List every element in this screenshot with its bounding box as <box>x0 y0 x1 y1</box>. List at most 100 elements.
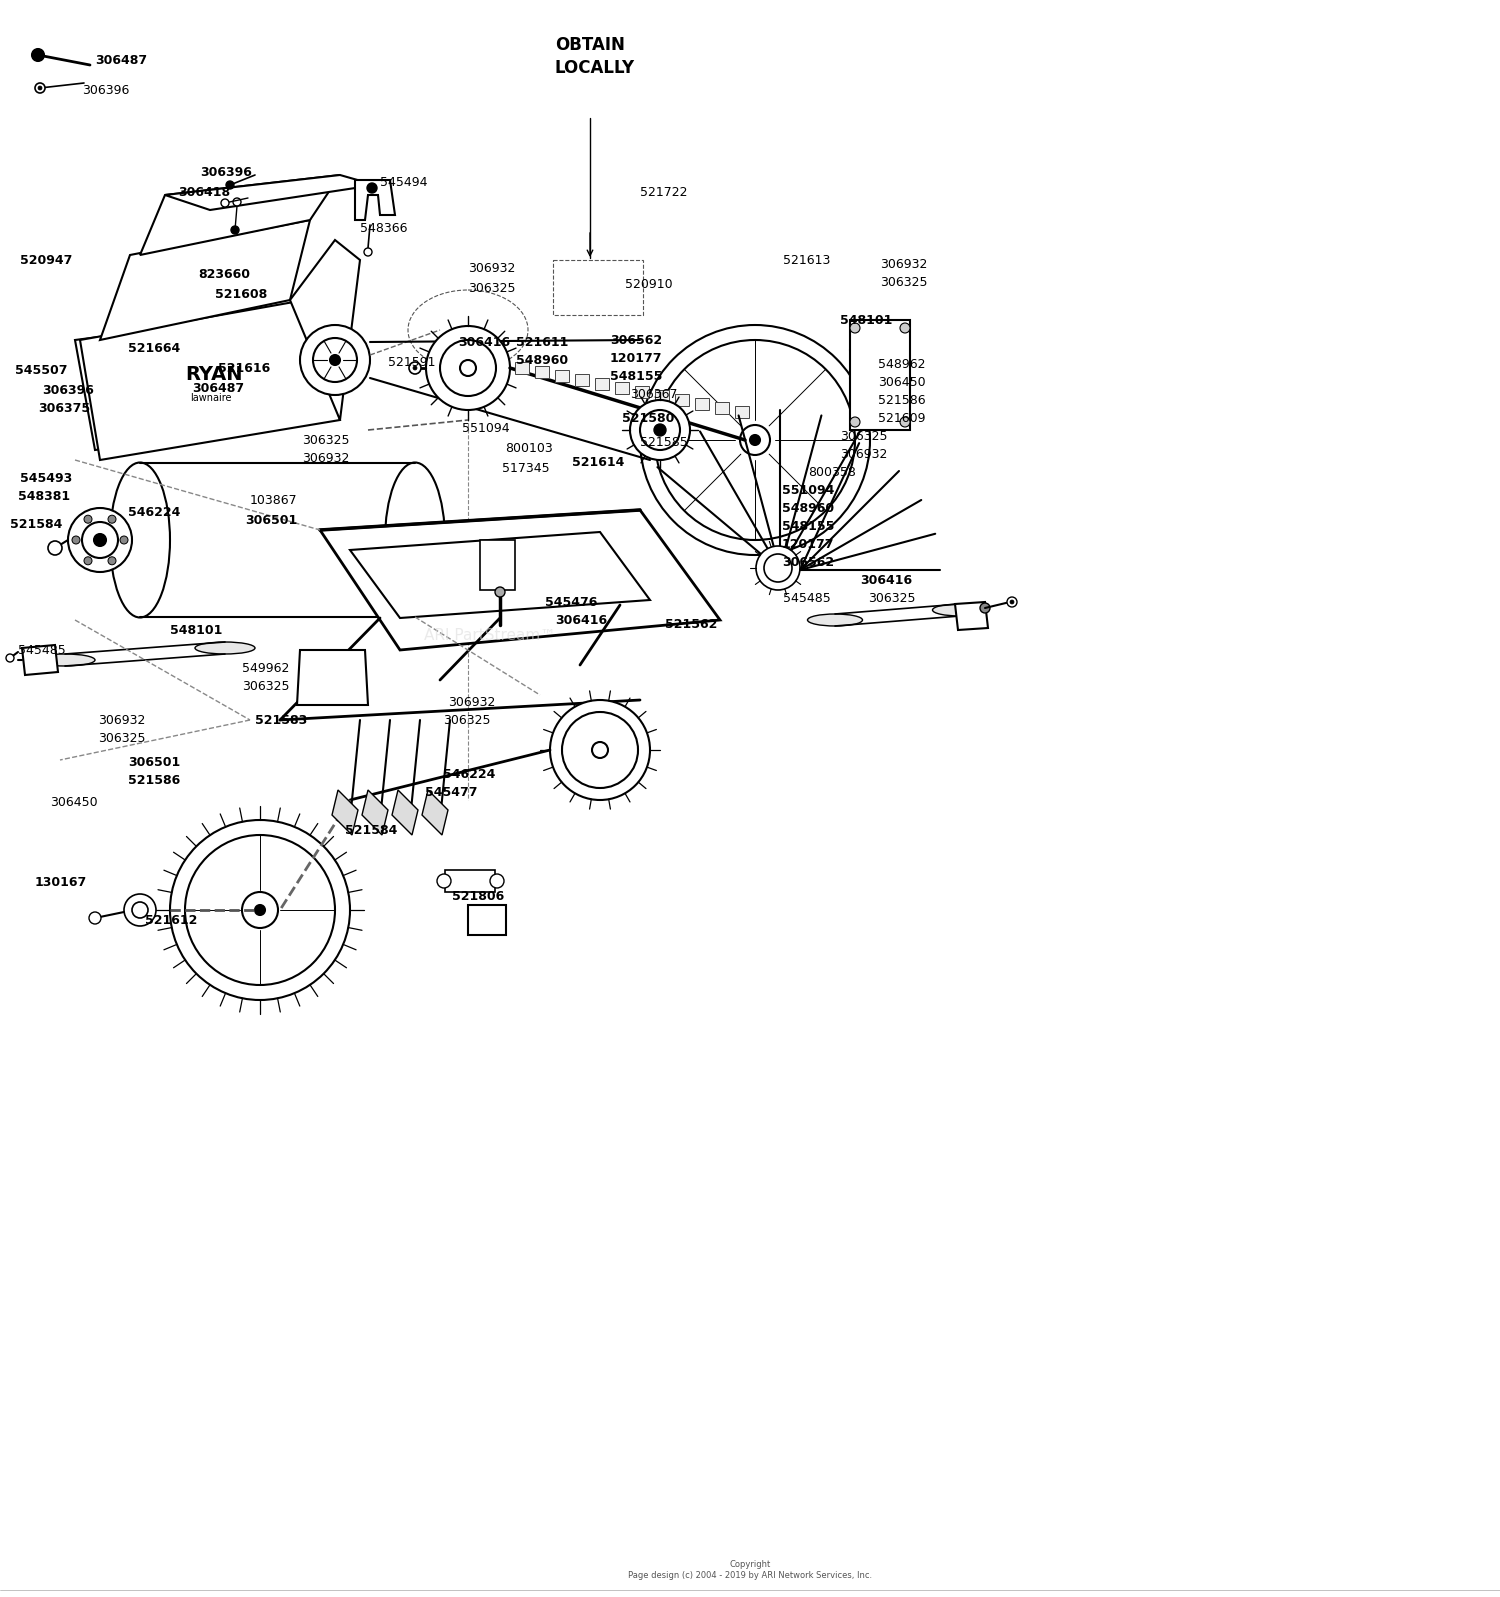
Circle shape <box>68 508 132 572</box>
Polygon shape <box>356 180 395 220</box>
Text: lawnaire: lawnaire <box>190 393 231 402</box>
Text: 520947: 520947 <box>20 254 72 267</box>
Circle shape <box>850 323 859 334</box>
Circle shape <box>48 541 62 556</box>
Text: 548962: 548962 <box>878 358 926 372</box>
Circle shape <box>440 340 497 396</box>
Circle shape <box>232 198 242 206</box>
Text: 306501: 306501 <box>128 755 180 768</box>
Text: 545485: 545485 <box>18 644 66 656</box>
Text: ARI PartStream™: ARI PartStream™ <box>424 628 555 642</box>
Circle shape <box>452 535 462 545</box>
Text: 306562: 306562 <box>782 556 834 569</box>
Bar <box>694 398 709 410</box>
Bar <box>716 402 729 414</box>
Text: 120177: 120177 <box>610 351 663 364</box>
Circle shape <box>308 653 352 696</box>
Circle shape <box>490 874 504 888</box>
Text: 306932: 306932 <box>98 714 146 727</box>
Circle shape <box>124 894 156 926</box>
Circle shape <box>460 359 476 375</box>
Text: 521611: 521611 <box>516 335 568 348</box>
Text: 800358: 800358 <box>808 465 856 479</box>
Circle shape <box>870 371 886 386</box>
Ellipse shape <box>386 463 446 618</box>
Text: 551094: 551094 <box>462 422 510 434</box>
Circle shape <box>859 332 895 367</box>
Text: 306487: 306487 <box>94 54 147 67</box>
Ellipse shape <box>195 642 255 655</box>
Circle shape <box>850 350 906 406</box>
Circle shape <box>242 893 278 928</box>
Circle shape <box>184 835 334 985</box>
Polygon shape <box>22 645 58 676</box>
Bar <box>480 540 514 589</box>
Text: 306325: 306325 <box>98 731 146 744</box>
Circle shape <box>226 180 234 188</box>
Text: 548155: 548155 <box>782 519 834 532</box>
Text: 306396: 306396 <box>42 383 94 396</box>
Text: 306450: 306450 <box>878 377 926 390</box>
Text: 549962: 549962 <box>242 661 290 674</box>
Circle shape <box>368 184 376 193</box>
Circle shape <box>318 663 342 687</box>
Text: 521586: 521586 <box>128 773 180 786</box>
Circle shape <box>859 359 895 396</box>
Text: 545477: 545477 <box>424 786 477 800</box>
Circle shape <box>850 417 859 426</box>
Polygon shape <box>422 791 448 835</box>
Text: 306375: 306375 <box>38 401 90 415</box>
Circle shape <box>900 323 910 334</box>
Circle shape <box>640 410 680 450</box>
Polygon shape <box>297 650 368 704</box>
Polygon shape <box>75 310 334 450</box>
Bar <box>574 374 590 386</box>
Bar <box>615 382 628 394</box>
Text: 521722: 521722 <box>640 187 687 200</box>
Polygon shape <box>140 176 340 256</box>
Circle shape <box>364 248 372 256</box>
Circle shape <box>562 712 638 787</box>
Circle shape <box>870 342 886 358</box>
Text: 306487: 306487 <box>192 382 244 394</box>
Text: 306396: 306396 <box>200 166 252 179</box>
Text: 306325: 306325 <box>840 431 888 444</box>
Circle shape <box>426 326 510 410</box>
Text: 306396: 306396 <box>82 83 129 96</box>
Text: 548101: 548101 <box>170 623 222 637</box>
Polygon shape <box>290 240 360 420</box>
Ellipse shape <box>110 463 170 618</box>
Circle shape <box>756 546 800 589</box>
Text: 103867: 103867 <box>251 493 297 506</box>
Circle shape <box>495 588 506 597</box>
Circle shape <box>220 200 230 208</box>
Circle shape <box>750 434 760 446</box>
Text: 521580: 521580 <box>622 412 675 425</box>
Polygon shape <box>100 220 310 340</box>
Polygon shape <box>332 791 358 835</box>
Text: 120177: 120177 <box>782 538 834 551</box>
Text: 548155: 548155 <box>610 369 663 383</box>
Circle shape <box>980 604 990 613</box>
Text: 551094: 551094 <box>782 484 834 497</box>
Polygon shape <box>350 532 650 618</box>
Text: 545485: 545485 <box>783 591 831 605</box>
Text: 548366: 548366 <box>360 222 408 235</box>
Text: 306325: 306325 <box>880 276 927 289</box>
Ellipse shape <box>34 655 94 666</box>
Text: LOCALLY: LOCALLY <box>555 59 634 77</box>
Circle shape <box>94 533 106 546</box>
Text: 306325: 306325 <box>868 591 915 605</box>
Text: 521664: 521664 <box>128 342 180 355</box>
Circle shape <box>120 537 128 545</box>
Text: 800103: 800103 <box>506 441 552 455</box>
Text: 306450: 306450 <box>50 795 98 808</box>
Circle shape <box>326 671 334 680</box>
Circle shape <box>592 743 608 759</box>
Text: 306416: 306416 <box>555 613 608 626</box>
Text: 546224: 546224 <box>442 768 495 781</box>
Text: 521806: 521806 <box>452 891 504 904</box>
Circle shape <box>850 323 906 378</box>
Circle shape <box>231 227 238 235</box>
Polygon shape <box>850 319 910 430</box>
